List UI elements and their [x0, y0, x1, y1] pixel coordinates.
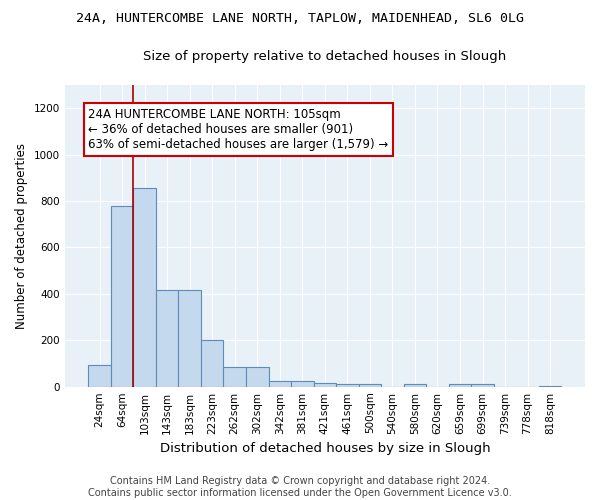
Bar	[291, 381, 314, 386]
Bar	[223, 367, 246, 386]
Bar	[336, 384, 359, 386]
Bar	[471, 384, 494, 386]
Bar	[269, 381, 291, 386]
Title: Size of property relative to detached houses in Slough: Size of property relative to detached ho…	[143, 50, 506, 63]
Bar	[178, 290, 201, 386]
X-axis label: Distribution of detached houses by size in Slough: Distribution of detached houses by size …	[160, 442, 490, 455]
Bar	[156, 290, 178, 386]
Bar	[111, 206, 133, 386]
Bar	[314, 383, 336, 386]
Bar	[246, 367, 269, 386]
Bar	[359, 384, 381, 386]
Bar	[449, 384, 471, 386]
Y-axis label: Number of detached properties: Number of detached properties	[15, 143, 28, 329]
Bar	[404, 384, 426, 386]
Text: 24A, HUNTERCOMBE LANE NORTH, TAPLOW, MAIDENHEAD, SL6 0LG: 24A, HUNTERCOMBE LANE NORTH, TAPLOW, MAI…	[76, 12, 524, 26]
Text: Contains HM Land Registry data © Crown copyright and database right 2024.
Contai: Contains HM Land Registry data © Crown c…	[88, 476, 512, 498]
Bar	[201, 340, 223, 386]
Text: 24A HUNTERCOMBE LANE NORTH: 105sqm
← 36% of detached houses are smaller (901)
63: 24A HUNTERCOMBE LANE NORTH: 105sqm ← 36%…	[88, 108, 389, 151]
Bar	[133, 188, 156, 386]
Bar	[88, 364, 111, 386]
